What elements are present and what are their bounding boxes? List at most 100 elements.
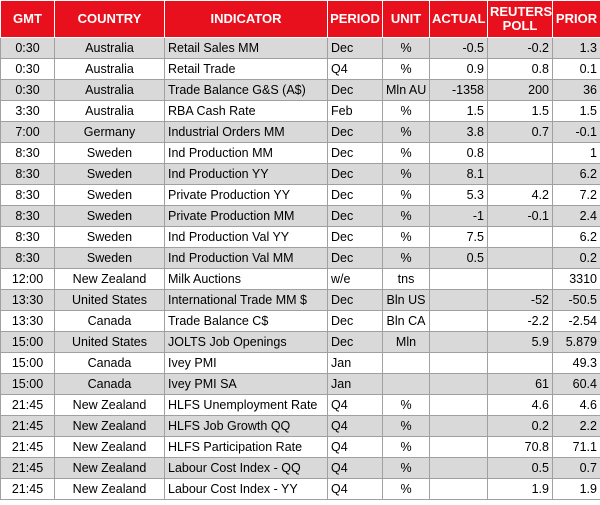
poll-label: POLL (502, 18, 538, 33)
cell-country: New Zealand (54, 478, 165, 500)
cell-actual (429, 310, 488, 332)
cell-actual (429, 457, 488, 479)
cell-unit: % (382, 394, 430, 416)
cell-actual: 8.1 (429, 163, 488, 185)
cell-period: Jan (327, 352, 383, 374)
cell-actual: 0.9 (429, 58, 488, 80)
cell-indicator: Ind Production Val MM (164, 247, 328, 269)
cell-indicator: Milk Auctions (164, 268, 328, 290)
cell-period: Q4 (327, 394, 383, 416)
cell-period: Q4 (327, 436, 383, 458)
cell-prior: 3310 (552, 268, 600, 290)
table-row: 0:30 Australia Trade Balance G&S (A$) Dec Ml… (0, 79, 600, 101)
cell-country: Australia (54, 100, 165, 122)
cell-prior: 1.9 (552, 478, 600, 500)
table-row: 13:30 Canada Trade Balance C$ Dec Bln CA -2.2… (0, 310, 600, 332)
cell-unit (382, 373, 430, 395)
cell-unit: % (382, 142, 430, 164)
col-header-actual: ACTUAL (429, 0, 488, 38)
table-row: 8:30 Sweden Ind Production YY Dec% 8.1 6.2 (0, 163, 600, 185)
cell-prior: -50.5 (552, 289, 600, 311)
cell-indicator: Trade Balance G&S (A$) (164, 79, 328, 101)
cell-country: New Zealand (54, 415, 165, 437)
cell-unit: % (382, 247, 430, 269)
cell-actual: 5.3 (429, 184, 488, 206)
cell-period: Dec (327, 163, 383, 185)
cell-unit: % (382, 163, 430, 185)
table-row: 15:00 Canada Ivey PMI Jan 49.3 (0, 352, 600, 374)
cell-unit: tns (382, 268, 430, 290)
cell-gmt: 21:45 (0, 394, 55, 416)
cell-country: Canada (54, 310, 165, 332)
cell-prior: 1.3 (552, 37, 600, 59)
cell-actual (429, 268, 488, 290)
cell-country: Australia (54, 79, 165, 101)
col-header-prior: PRIOR (552, 0, 600, 38)
cell-period: Dec (327, 310, 383, 332)
cell-indicator: Private Production MM (164, 205, 328, 227)
table-body: 0:30 Australia Retail Sales MM Dec% -0.5 -0.2… (0, 37, 600, 500)
cell-unit: % (382, 121, 430, 143)
cell-actual (429, 394, 488, 416)
cell-prior: 0.1 (552, 58, 600, 80)
cell-gmt: 15:00 (0, 373, 55, 395)
cell-country: Canada (54, 352, 165, 374)
cell-indicator: International Trade MM $ (164, 289, 328, 311)
cell-indicator: Retail Trade (164, 58, 328, 80)
cell-country: Sweden (54, 226, 165, 248)
cell-country: Sweden (54, 205, 165, 227)
cell-period: Dec (327, 226, 383, 248)
cell-gmt: 15:00 (0, 352, 55, 374)
cell-unit: Mln AU (382, 79, 430, 101)
cell-gmt: 8:30 (0, 205, 55, 227)
col-header-period: PERIOD (327, 0, 383, 38)
table-row: 3:30 Australia RBA Cash Rate Feb% 1.5 1.5 1.5 (0, 100, 600, 122)
cell-gmt: 21:45 (0, 436, 55, 458)
cell-unit: Bln US (382, 289, 430, 311)
cell-reuters-poll (487, 226, 553, 248)
table-row: 8:30 Sweden Ind Production Val YY Dec% 7.5 6.… (0, 226, 600, 248)
cell-actual (429, 289, 488, 311)
cell-prior: 6.2 (552, 226, 600, 248)
cell-gmt: 12:00 (0, 268, 55, 290)
cell-actual: 7.5 (429, 226, 488, 248)
table-row: 15:00 Canada Ivey PMI SA Jan 61 60.4 (0, 373, 600, 395)
cell-gmt: 0:30 (0, 58, 55, 80)
cell-gmt: 8:30 (0, 163, 55, 185)
cell-prior: 4.6 (552, 394, 600, 416)
cell-unit: % (382, 226, 430, 248)
cell-gmt: 8:30 (0, 247, 55, 269)
cell-indicator: Ivey PMI SA (164, 373, 328, 395)
cell-indicator: JOLTS Job Openings (164, 331, 328, 353)
cell-period: Dec (327, 121, 383, 143)
table-row: 0:30 Australia Retail Sales MM Dec% -0.5 -0.2… (0, 37, 600, 59)
header-row: GMT COUNTRY INDICATOR PERIOD UNIT ACTUAL… (0, 0, 600, 38)
cell-country: Sweden (54, 142, 165, 164)
cell-reuters-poll: 0.7 (487, 121, 553, 143)
table-row: 7:00 Germany Industrial Orders MM Dec% 3.8 0.… (0, 121, 600, 143)
cell-period: Dec (327, 289, 383, 311)
cell-gmt: 3:30 (0, 100, 55, 122)
cell-period: Jan (327, 373, 383, 395)
cell-prior: 7.2 (552, 184, 600, 206)
cell-gmt: 0:30 (0, 79, 55, 101)
cell-indicator: HLFS Participation Rate (164, 436, 328, 458)
cell-unit: % (382, 205, 430, 227)
cell-prior: 2.4 (552, 205, 600, 227)
cell-prior: -0.1 (552, 121, 600, 143)
cell-reuters-poll: -0.2 (487, 37, 553, 59)
cell-period: Q4 (327, 457, 383, 479)
cell-gmt: 8:30 (0, 142, 55, 164)
col-header-indicator: INDICATOR (164, 0, 328, 38)
cell-indicator: Ind Production YY (164, 163, 328, 185)
cell-period: Dec (327, 79, 383, 101)
table-row: 12:00 New Zealand Milk Auctions w/e tns 3310 (0, 268, 600, 290)
cell-actual (429, 352, 488, 374)
cell-country: United States (54, 289, 165, 311)
table-row: 21:45 New Zealand HLFS Unemployment Rate Q4… (0, 394, 600, 416)
cell-gmt: 15:00 (0, 331, 55, 353)
col-header-reuters-poll: REUTERS POLL (487, 0, 553, 38)
cell-actual (429, 436, 488, 458)
cell-reuters-poll: 61 (487, 373, 553, 395)
